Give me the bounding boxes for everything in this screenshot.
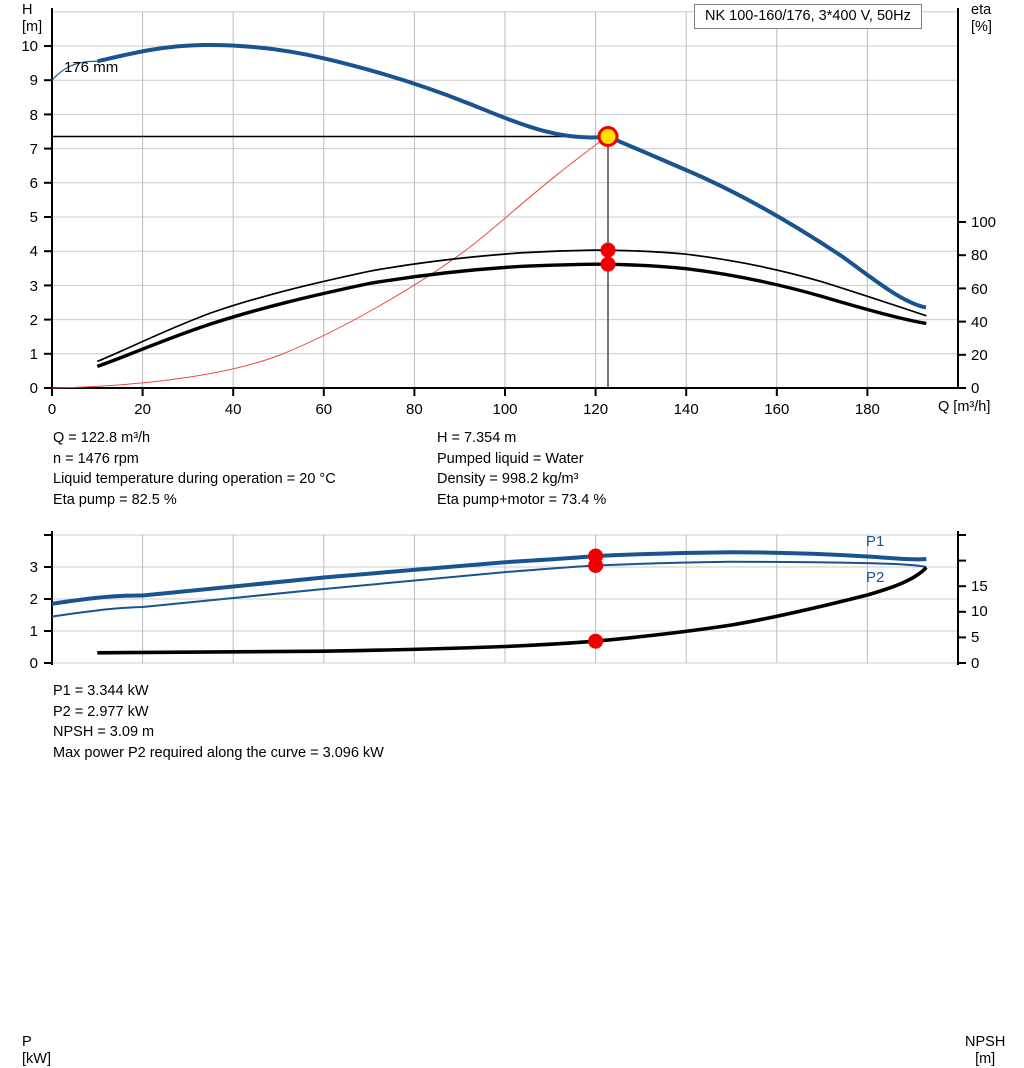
p-axis-ticks [44,534,52,664]
p-axis-symbol: P [22,1034,32,1050]
svg-text:60: 60 [971,281,988,298]
p1-curve-label: P1 [866,533,884,550]
right-axis-ticks [958,221,966,389]
operating-data-eta: Eta pump = 82.5 % [53,491,177,508]
operating-data-etamotor: Eta pump+motor = 73.4 % [437,491,607,508]
left-axis-ticks [44,45,52,389]
system-curve [51,135,609,389]
left-axis-tick-labels: 0 1 2 3 4 5 6 7 8 9 10 [21,38,38,397]
svg-text:1: 1 [30,346,38,363]
svg-text:0: 0 [48,401,56,418]
h-axis-title: H [m] [22,2,42,36]
svg-text:100: 100 [492,401,517,418]
impeller-label: 176 mm [64,59,118,76]
npsh-axis-tick-labels: 0 5 10 15 [971,578,988,672]
svg-text:10: 10 [971,603,988,620]
p2-curve [51,560,927,618]
h-axis-symbol: H [22,2,33,18]
operating-data-density: Density = 998.2 kg/m³ [437,471,579,487]
head-curve [96,42,927,310]
svg-text:0: 0 [30,380,38,397]
p1-curve [51,550,927,606]
svg-text:2: 2 [30,312,38,329]
operating-data-right: H = 7.354 m Pumped liquid = Water Densit… [437,428,606,510]
pump-model-title: NK 100-160/176, 3*400 V, 50Hz [694,4,922,29]
power-chart-svg: 0 1 2 3 0 5 10 15 [30,531,988,672]
p-axis-tick-labels: 0 1 2 3 [30,559,38,672]
svg-text:40: 40 [971,314,988,331]
svg-text:8: 8 [30,107,38,124]
power-data-maxp2: Max power P2 required along the curve = … [53,744,384,761]
eta-axis-symbol: eta [971,2,992,18]
svg-text:80: 80 [406,401,423,418]
npsh-curve [97,566,928,655]
eta-pump-marker [600,242,616,258]
operating-data-h: H = 7.354 m [437,430,517,446]
svg-text:4: 4 [30,243,38,260]
svg-text:1: 1 [30,623,38,640]
svg-text:160: 160 [764,401,789,418]
head-curve-thin-start [51,60,98,81]
power-data-block: P1 = 3.344 kW P2 = 2.977 kW NPSH = 3.09 … [53,681,384,763]
eta-pump-motor-marker [600,256,616,272]
power-data-p2: P2 = 2.977 kW [53,703,149,720]
operating-data-q: Q = 122.8 m³/h [53,430,151,446]
svg-text:6: 6 [30,175,38,192]
p-axis-title: P [kW] [22,1034,51,1068]
svg-text:100: 100 [971,214,996,231]
svg-text:40: 40 [225,401,242,418]
eta-axis-title: eta [%] [971,2,992,36]
svg-text:140: 140 [674,401,699,418]
p2-curve-label: P2 [866,569,884,586]
npsh-axis-title: NPSH [m] [965,1034,1005,1068]
head-chart-svg: 0 1 2 3 4 5 6 7 8 9 10 [21,8,996,418]
operating-data-liquid: Pumped liquid = Water [437,450,584,467]
svg-text:0: 0 [971,655,979,672]
npsh-axis-ticks [958,534,966,664]
q-axis-title: Q [m³/h] [938,399,991,415]
right-axis-tick-labels: 0 20 40 60 80 100 [971,214,996,397]
svg-text:20: 20 [134,401,151,418]
svg-text:2: 2 [30,591,38,608]
svg-text:60: 60 [315,401,332,418]
svg-text:120: 120 [583,401,608,418]
eta-axis-unit: [%] [971,19,992,35]
npsh-marker [588,633,604,649]
p-axis-unit: [kW] [22,1051,51,1067]
svg-text:80: 80 [971,247,988,264]
eta-pump-curve-upper [96,249,927,363]
svg-text:180: 180 [855,401,880,418]
eta-pump-motor-curve-lower [96,262,927,369]
svg-text:3: 3 [30,278,38,295]
svg-text:15: 15 [971,578,988,595]
p1-curve-thin-start [51,596,98,605]
svg-text:0: 0 [30,655,38,672]
svg-text:7: 7 [30,141,38,158]
svg-text:20: 20 [971,347,988,364]
power-data-npsh: NPSH = 3.09 m [53,724,155,740]
svg-text:0: 0 [971,380,979,397]
p2-marker [588,558,604,573]
h-axis-unit: [m] [22,19,43,35]
grid-lines-vertical [142,11,868,388]
svg-text:3: 3 [30,559,38,576]
svg-text:5: 5 [30,209,38,226]
operating-data-left: Q = 122.8 m³/h n = 1476 rpm Liquid tempe… [53,428,336,510]
operating-data-temp: Liquid temperature during operation = 20… [53,471,336,487]
head-efficiency-chart: 0 1 2 3 4 5 6 7 8 9 10 [0,0,1024,420]
duty-point-marker [597,126,619,147]
bottom-axis-ticks [51,388,869,396]
npsh-axis-symbol: NPSH [965,1034,1006,1050]
power-npsh-chart: 0 1 2 3 0 5 10 15 [0,515,1024,1067]
bottom-axis-tick-labels: 0 20 40 60 80 100 120 140 160 180 [48,401,880,418]
svg-text:9: 9 [30,72,38,89]
npsh-axis-unit: [m] [975,1051,996,1067]
operating-data-n: n = 1476 rpm [53,450,139,467]
power-data-p1: P1 = 3.344 kW [53,683,149,699]
svg-text:5: 5 [971,629,979,646]
svg-text:10: 10 [21,38,38,55]
